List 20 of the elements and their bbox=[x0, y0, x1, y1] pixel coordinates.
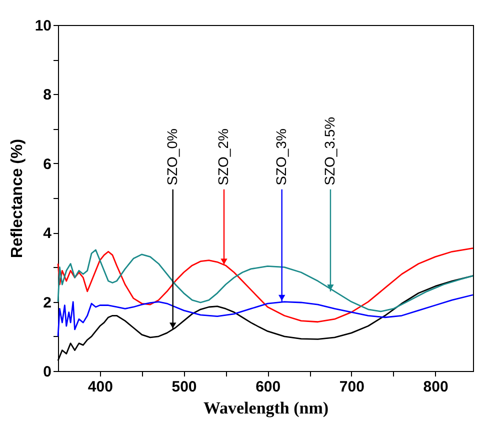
y-tick-label: 6 bbox=[43, 156, 52, 173]
y-axis-title: Reflectance (%) bbox=[8, 138, 26, 258]
x-tick-label: 700 bbox=[339, 378, 364, 396]
line-series bbox=[57, 249, 474, 312]
annotation: SZO_3% bbox=[272, 128, 289, 186]
x-tick-label: 500 bbox=[172, 378, 197, 396]
annotation: SZO_2% bbox=[215, 128, 231, 186]
x-tick-label: 600 bbox=[256, 378, 281, 396]
x-tick-label: 800 bbox=[423, 378, 448, 396]
y-tick-label: 2 bbox=[43, 294, 52, 312]
annotation: SZO_0% bbox=[164, 128, 180, 186]
y-tick-label: 10 bbox=[34, 18, 52, 34]
line-series bbox=[57, 247, 474, 323]
y-tick-label: 4 bbox=[43, 225, 52, 242]
x-tick-label: 400 bbox=[88, 378, 113, 396]
y-tick-label: 8 bbox=[43, 86, 52, 104]
x-axis-title: Wavelength (nm) bbox=[203, 398, 329, 418]
line-series bbox=[57, 294, 474, 338]
y-tick-label: 0 bbox=[43, 364, 52, 380]
annotation: SZO_3.5% bbox=[321, 116, 338, 186]
